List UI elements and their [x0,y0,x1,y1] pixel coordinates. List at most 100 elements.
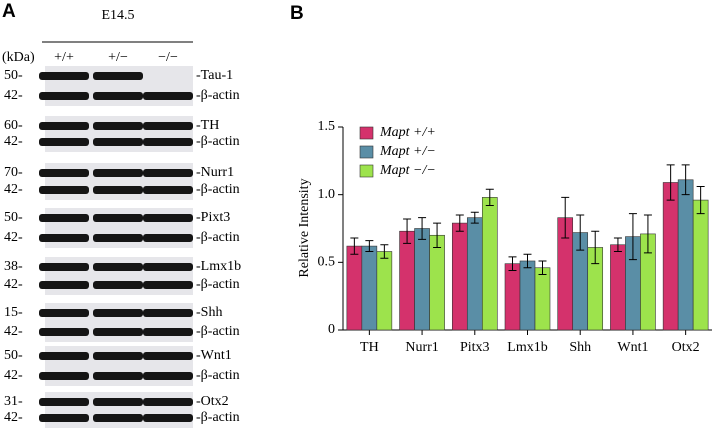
error-bar [576,214,585,251]
band [93,122,143,130]
bar [519,260,536,331]
band [93,372,143,380]
error-bar [508,256,517,271]
band [93,328,143,336]
blot-background [45,163,193,200]
error-bar [666,164,675,201]
blot-background [45,257,193,295]
genotype-label: +/− [108,50,128,65]
band [143,328,193,336]
bar [692,199,709,331]
protein-label: -β-actin [196,134,240,149]
legend-swatch [359,164,374,178]
band [93,263,143,271]
x-tick-label: Nurr1 [405,340,438,355]
band [39,309,89,317]
band [39,234,89,242]
band [39,372,89,380]
error-bar [643,214,652,254]
band [39,352,89,360]
protein-label: -Wnt1 [196,348,232,363]
band [143,352,193,360]
stage-label: E14.5 [101,8,134,23]
band [143,92,193,100]
y-axis-label: Relative Intensity [297,178,312,277]
band [93,309,143,317]
band [143,309,193,317]
band [143,234,193,242]
band [93,92,143,100]
kda-marker: 42- [4,134,23,149]
band [143,281,193,289]
kda-marker: 42- [4,182,23,197]
panel-label: A [2,1,16,22]
kda-marker: 50- [4,348,23,363]
bar [610,244,626,331]
band [39,263,89,271]
error-bar [591,230,600,265]
bar [451,222,468,331]
protein-label: -β-actin [196,277,240,292]
band [39,92,89,100]
x-tick-label: TH [360,340,379,355]
bar [376,251,393,331]
error-bar [538,260,547,276]
band [143,372,193,380]
error-bar [380,244,389,259]
band [39,414,89,422]
kda-marker: 50- [4,210,23,225]
bar [504,263,521,331]
band [93,138,143,146]
bar [662,182,679,331]
protein-label: -β-actin [196,230,240,245]
kda-marker: 42- [4,230,23,245]
band [93,72,143,80]
error-bar [350,237,359,255]
blot-background [45,116,193,152]
protein-label: -Lmx1b [196,259,241,274]
legend-swatch [359,126,374,140]
x-tick-label: Shh [569,340,591,355]
error-bar [418,217,427,240]
band [143,414,193,422]
error-bar [681,164,690,196]
protein-label: -TH [196,118,219,133]
bar [534,267,551,331]
error-bar [628,213,637,261]
x-tick-label: Wnt1 [617,340,648,355]
band [93,352,143,360]
band [39,122,89,130]
error-bar [433,222,442,248]
x-tick-label: Lmx1b [507,340,547,355]
error-bar [365,240,374,253]
protein-label: -β-actin [196,88,240,103]
band [39,72,89,80]
error-bar [613,237,622,253]
legend-label: Mapt +/− [379,144,436,159]
band [93,169,143,177]
protein-label: -Tau-1 [196,68,233,83]
band [93,214,143,222]
band [39,281,89,289]
genotype-label: −/− [158,50,178,65]
blot-background [45,303,193,342]
error-bar [696,186,705,215]
kda-label: (kDa) [2,50,35,65]
kda-marker: 42- [4,88,23,103]
kda-marker: 60- [4,118,23,133]
band [93,414,143,422]
band [143,263,193,271]
legend-swatch [359,145,374,159]
band [93,281,143,289]
kda-marker: 50- [4,68,23,83]
band [39,328,89,336]
x-tick-label: Otx2 [672,340,700,355]
protein-label: -Nurr1 [196,165,234,180]
band [143,214,193,222]
band [93,398,143,406]
bar [399,230,415,331]
y-tick-label: 1.0 [318,187,336,202]
y-tick-label: 0.5 [318,255,336,270]
protein-label: -β-actin [196,324,240,339]
bar [361,245,378,331]
